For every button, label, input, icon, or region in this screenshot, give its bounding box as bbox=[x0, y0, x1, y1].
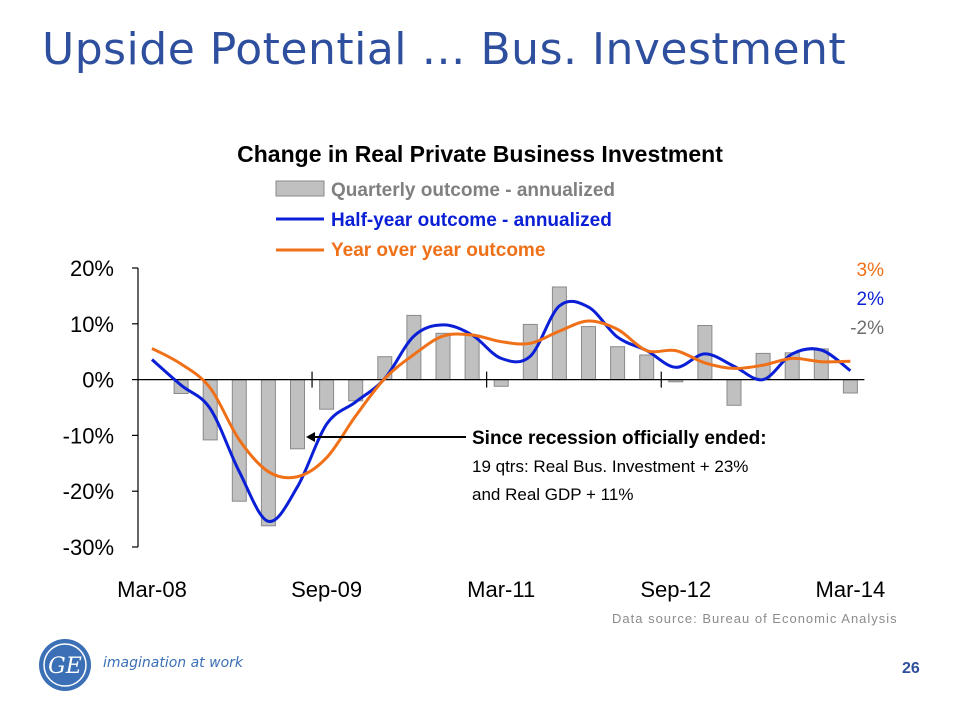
bar bbox=[290, 379, 305, 450]
page-number: 26 bbox=[902, 660, 920, 677]
tagline: imagination at work bbox=[103, 655, 243, 671]
y-tick-labels: 20% 10% 0% -10% -20% -30% bbox=[63, 256, 114, 560]
bar bbox=[406, 314, 422, 381]
x-tick-label: Sep-12 bbox=[640, 577, 711, 602]
chart-title: Change in Real Private Business Investme… bbox=[237, 141, 723, 167]
yoy-line bbox=[151, 319, 851, 480]
half-year-line bbox=[150, 299, 852, 523]
y-tick-label: 10% bbox=[70, 312, 114, 337]
slide-title: Upside Potential … Bus. Investment bbox=[42, 24, 847, 75]
y-tick-label: 20% bbox=[70, 256, 114, 281]
y-tick-label: -20% bbox=[63, 479, 114, 504]
annotation: Since recession officially ended: 19 qtr… bbox=[306, 428, 767, 504]
x-tick-label: Sep-09 bbox=[291, 577, 362, 602]
x-tick-label: Mar-14 bbox=[816, 577, 886, 602]
x-tick-label: Mar-11 bbox=[467, 577, 535, 602]
legend-label-half-year: Half-year outcome - annualized bbox=[331, 210, 612, 231]
data-source-note: Data source: Bureau of Economic Analysis bbox=[612, 611, 898, 626]
bar bbox=[726, 379, 742, 406]
bar bbox=[581, 326, 596, 381]
annotation-arrowhead bbox=[306, 432, 315, 442]
x-tick-labels: Mar-08 Sep-09 Mar-11 Sep-12 Mar-14 bbox=[117, 577, 885, 602]
end-label-half-year: 2% bbox=[857, 289, 885, 310]
bar bbox=[260, 379, 276, 527]
annotation-line2: 19 qtrs: Real Bus. Investment + 23% bbox=[472, 457, 748, 476]
annotation-line1: Since recession officially ended: bbox=[472, 428, 767, 449]
bar bbox=[464, 334, 480, 381]
bar bbox=[639, 354, 655, 381]
x-tick-label: Mar-08 bbox=[117, 577, 187, 602]
legend-label-quarterly: Quarterly outcome - annualized bbox=[331, 180, 615, 201]
y-tick-label: 0% bbox=[82, 368, 114, 393]
bar bbox=[610, 346, 626, 381]
y-tick-label: -30% bbox=[63, 535, 114, 560]
bar bbox=[842, 379, 858, 394]
end-label-quarterly: -2% bbox=[850, 318, 884, 339]
end-label-yoy: 3% bbox=[857, 260, 885, 281]
y-tick-label: -10% bbox=[63, 423, 114, 448]
legend: Quarterly outcome - annualized Half-year… bbox=[275, 180, 615, 261]
logo-text: GE bbox=[48, 654, 82, 679]
annotation-line3: and Real GDP + 11% bbox=[472, 485, 633, 504]
legend-swatch-quarterly bbox=[275, 180, 325, 197]
bar bbox=[319, 379, 335, 410]
bar bbox=[435, 332, 451, 381]
bar bbox=[493, 379, 509, 387]
ge-logo: GE bbox=[39, 639, 91, 691]
chart: Change in Real Private Business Investme… bbox=[63, 141, 886, 602]
legend-label-yoy: Year over year outcome bbox=[331, 240, 545, 261]
axes bbox=[132, 267, 865, 548]
